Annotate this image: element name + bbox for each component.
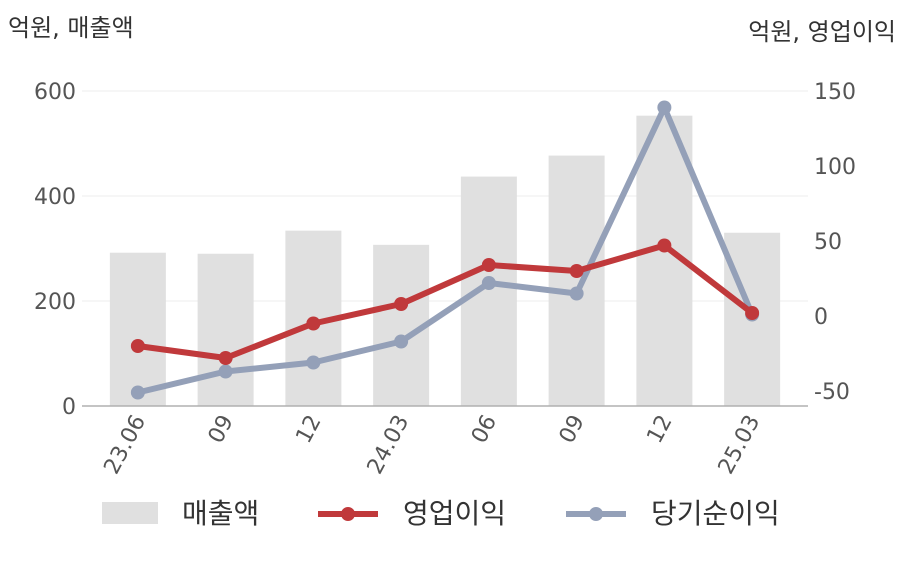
point-net-income: [569, 286, 584, 301]
legend-swatch-sales: [102, 502, 158, 524]
right-tick-label: 0: [814, 305, 828, 330]
legend-label-net-income: 당기순이익: [651, 497, 780, 530]
left-axis-title: 억원, 매출액: [8, 14, 134, 42]
x-tick-label: 25.03: [714, 411, 766, 478]
point-operating-profit: [130, 339, 145, 353]
x-tick-label: 23.06: [100, 411, 152, 478]
point-net-income: [218, 364, 233, 379]
left-tick-label: 200: [34, 290, 76, 315]
right-tick-labels: -50 0 50 100 150: [814, 80, 856, 405]
point-net-income: [130, 385, 145, 400]
x-tick-label: 12: [291, 411, 326, 447]
right-tick-label: 150: [814, 80, 856, 105]
left-tick-labels: 0 200 400 600: [34, 80, 76, 420]
right-axis-title: 억원, 영업이익: [748, 18, 896, 46]
point-net-income: [481, 276, 496, 290]
legend-label-operating-profit: 영업이익: [403, 497, 506, 530]
bar-sales: [373, 244, 430, 406]
x-tick-label: 09: [204, 411, 239, 447]
right-tick-label: -50: [814, 380, 850, 405]
point-operating-profit: [306, 316, 321, 331]
point-operating-profit: [481, 258, 496, 272]
x-tick-label: 09: [555, 411, 590, 447]
bar-sales: [548, 155, 605, 406]
point-operating-profit: [569, 264, 584, 278]
legend-marker-operating-profit: [341, 507, 355, 521]
x-tick-label: 06: [467, 411, 502, 447]
bar-series: [109, 115, 781, 407]
point-operating-profit: [394, 297, 409, 311]
bar-sales: [460, 176, 517, 406]
x-tick-label: 12: [642, 411, 677, 447]
line-net-income: [134, 104, 756, 396]
legend-label-sales: 매출액: [182, 497, 259, 530]
left-tick-label: 400: [34, 185, 76, 210]
left-tick-label: 0: [62, 395, 76, 420]
point-net-income: [394, 334, 409, 349]
point-net-income: [657, 100, 672, 115]
right-tick-label: 100: [814, 155, 856, 180]
point-net-income: [306, 355, 321, 370]
right-tick-label: 50: [814, 230, 842, 255]
line-operating-profit: [134, 242, 756, 361]
bar-sales: [109, 252, 166, 406]
legend: 매출액 영업이익 당기순이익: [102, 497, 780, 530]
x-tick-labels: 23.06 09 12 24.03 06 09 12 25.03: [100, 411, 766, 478]
point-operating-profit: [218, 351, 233, 365]
legend-marker-net-income: [589, 507, 603, 521]
line-series: [130, 100, 760, 400]
left-tick-label: 600: [34, 80, 76, 105]
point-operating-profit: [745, 306, 760, 320]
point-operating-profit: [657, 238, 672, 253]
x-tick-label: 24.03: [363, 411, 415, 478]
bar-sales: [197, 253, 254, 406]
